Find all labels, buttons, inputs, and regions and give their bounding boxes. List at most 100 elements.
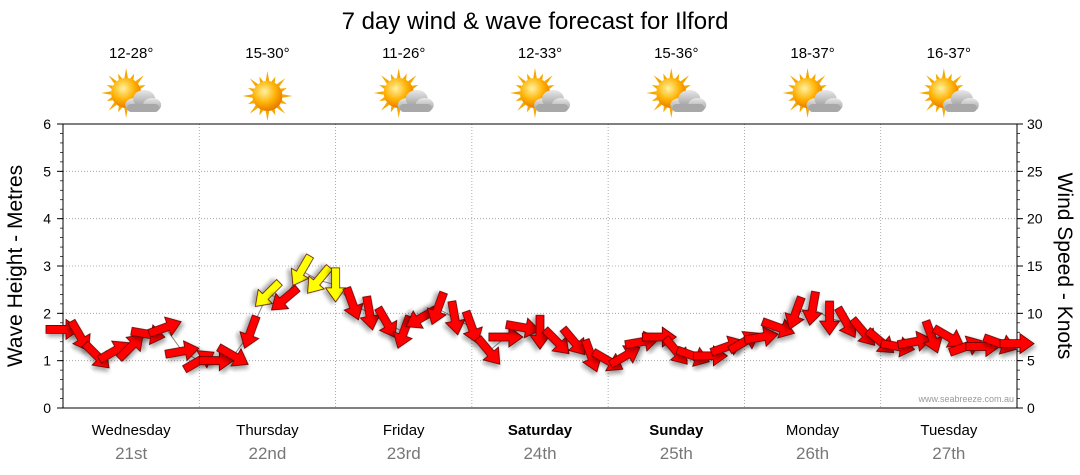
right-tick-label: 0 (1027, 400, 1035, 416)
sun-ray (805, 68, 810, 79)
sun-ray (249, 78, 259, 87)
wind-arrow-point (216, 343, 249, 367)
sun-ray (646, 91, 657, 95)
wind-arrow-point (374, 305, 398, 339)
wind-arrow-point (760, 317, 796, 339)
sun-ray (935, 106, 940, 113)
sun-ray (242, 94, 253, 98)
sun-ray (669, 68, 674, 79)
sun-ray (510, 91, 521, 95)
wind-arrow-point (474, 335, 501, 365)
wind-arrow-point (254, 278, 283, 307)
sun-ray (918, 91, 929, 95)
day-date-label: 26th (796, 444, 829, 463)
left-tick-label: 1 (43, 353, 51, 369)
temperature-label: 15-36° (654, 45, 698, 62)
right-tick-label: 15 (1027, 258, 1043, 274)
cloud-base (536, 104, 568, 112)
wind-arrow-point (743, 325, 779, 348)
wind-arrow-point (67, 318, 91, 352)
sun-ray (653, 75, 662, 84)
sun-ray (527, 106, 531, 113)
sun-ray (533, 68, 537, 79)
sun-ray (106, 85, 114, 89)
left-tick-label: 2 (43, 305, 51, 321)
sun-cloud-icon (510, 68, 570, 118)
day-name-label: Tuesday (920, 422, 977, 439)
wind-series (45, 253, 1035, 374)
sun-ray (789, 102, 799, 111)
sun-ray (669, 107, 674, 118)
sun-ray (118, 106, 123, 113)
sun-cloud-icon (101, 68, 162, 118)
sun-ray (280, 88, 287, 92)
sun-ray (379, 85, 386, 89)
sun-ray (926, 102, 935, 111)
sun-disc (252, 81, 283, 111)
chart-title: 7 day wind & wave forecast for Ilford (342, 8, 729, 35)
sun-ray (782, 91, 793, 95)
sun-ray (249, 105, 259, 114)
sun-ray (539, 73, 543, 80)
sun-ray (515, 85, 522, 89)
right-tick-label: 20 (1027, 211, 1043, 227)
cloud-base (944, 104, 977, 112)
cloud-base (399, 104, 432, 112)
wind-arrow-point (541, 326, 570, 355)
sun-ray (935, 73, 940, 80)
wind-arrow-point (488, 326, 524, 348)
cloud-shape (670, 90, 707, 112)
wind-arrow-point (342, 286, 364, 321)
wind-arrow-point (801, 290, 823, 327)
sun-ray (651, 85, 659, 89)
cloud-base (127, 104, 160, 112)
sun-ray (956, 85, 964, 89)
temperature-label: 15-30° (245, 45, 289, 62)
temperature-label: 11-26° (382, 45, 425, 62)
sun-ray (276, 105, 286, 114)
day-name-label: Friday (383, 422, 425, 439)
day-name-label: Monday (786, 422, 840, 439)
day-labels: Wednesday 21st Thursday 22nd Friday 23rd Satur… (92, 422, 978, 463)
right-tick-label: 30 (1027, 116, 1043, 132)
day-name-label: Saturday (508, 422, 573, 439)
sun-ray (816, 75, 826, 84)
wind-arrow-point (270, 284, 301, 311)
sun-ray (811, 73, 816, 80)
sun-ray (280, 100, 287, 104)
wind-arrow-point (324, 267, 347, 303)
sun-ray (381, 75, 390, 84)
cloud-base (808, 104, 841, 112)
day-date-label: 27th (932, 444, 965, 463)
wind-arrow-point (999, 332, 1035, 355)
day-name-label: Sunday (649, 422, 704, 439)
wind-arrow-point (505, 317, 541, 339)
sun-ray (517, 75, 526, 84)
right-axis-label: Wind Speed - Knots (1053, 173, 1076, 360)
sun-ray (118, 73, 123, 80)
day-name-label: Thursday (236, 422, 299, 439)
wind-arrow-point (115, 333, 144, 362)
left-axis: 0 1 2 3 4 5 6 (43, 116, 63, 416)
sun-ray (788, 85, 795, 89)
left-tick-label: 6 (43, 116, 51, 132)
sun-ray (130, 73, 135, 80)
wind-arrow-point (290, 253, 315, 287)
temperature-label: 12-33° (518, 45, 562, 62)
left-tick-label: 5 (43, 163, 51, 179)
sun-ray (411, 85, 419, 89)
sun-ray (675, 73, 680, 80)
wind-arrow-point (426, 290, 448, 326)
wind-arrow-point (607, 345, 641, 369)
day-date-label: 21st (115, 444, 147, 463)
sun-ray (108, 102, 117, 111)
sun-ray (947, 73, 952, 80)
sun-ray (265, 110, 270, 121)
sun-ray (663, 106, 668, 113)
temperature-label: 16-37° (927, 45, 971, 62)
credit-text: www.seabreeze.com.au (917, 394, 1014, 404)
day-date-label: 24th (523, 444, 556, 463)
sun-ray (789, 75, 799, 84)
right-tick-label: 25 (1027, 163, 1043, 179)
weather-icons (101, 68, 979, 121)
